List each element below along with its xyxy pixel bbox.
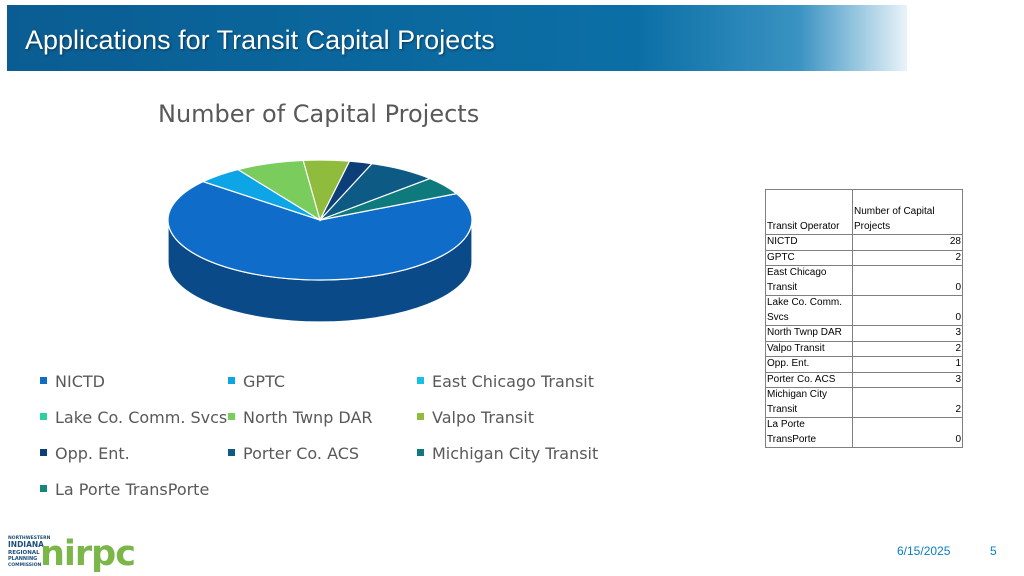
legend-swatch (40, 377, 47, 384)
legend-item: East Chicago Transit (417, 372, 594, 391)
legend-swatch (417, 413, 424, 420)
legend-item: Valpo Transit (417, 408, 534, 427)
legend-label: Lake Co. Comm. Svcs (55, 408, 228, 427)
logo-mark: nirpc (40, 534, 135, 573)
table-row: La Porte TransPorte 0 (765, 417, 963, 448)
table-cell-operator: Michigan City Transit (765, 387, 853, 418)
legend-item: Opp. Ent. (40, 444, 130, 463)
table-cell-count: 2 (852, 340, 963, 357)
legend-item: Lake Co. Comm. Svcs (40, 408, 227, 427)
legend-swatch (40, 449, 47, 456)
table-row: Michigan City Transit 2 (765, 387, 963, 418)
table-row: NICTD 28 (765, 234, 963, 251)
legend-item: Porter Co. ACS (228, 444, 359, 463)
pie-chart (167, 159, 473, 323)
table-cell-operator: Porter Co. ACS (765, 371, 853, 388)
legend-label: GPTC (243, 372, 286, 391)
table-cell-count: 0 (852, 295, 963, 326)
table-row: North Twnp DAR 3 (765, 325, 963, 342)
table-cell-count: 3 (852, 325, 963, 342)
legend-swatch (228, 413, 235, 420)
pie-slice (319, 177, 458, 221)
table-cell-operator: Valpo Transit (765, 340, 853, 357)
table-cell-operator: GPTC (765, 249, 853, 266)
operator-table: Transit Operator Number of Capital Proje… (765, 189, 963, 448)
slide-title: Applications for Transit Capital Project… (25, 25, 495, 55)
legend-label: Michigan City Transit (432, 444, 599, 463)
table-cell-count: 0 (852, 265, 963, 296)
slide-date: 6/15/2025 (897, 544, 951, 558)
legend-label: Opp. Ent. (55, 444, 130, 463)
title-bar: Applications for Transit Capital Project… (7, 5, 907, 71)
table-cell-count: 3 (852, 371, 963, 388)
table-cell-count: 0 (852, 417, 963, 448)
logo-small-text: NORTHWESTERN INDIANA REGIONAL PLANNING C… (8, 535, 51, 568)
slide-page-number: 5 (990, 544, 997, 558)
table-header-row: Transit Operator Number of Capital Proje… (765, 189, 963, 235)
logo-line-2: REGIONAL (8, 550, 40, 556)
legend-label: Valpo Transit (432, 408, 534, 427)
table-cell-operator: Lake Co. Comm. Svcs (765, 295, 853, 326)
table-row: Lake Co. Comm. Svcs 0 (765, 295, 963, 326)
table-cell-operator: NICTD (765, 234, 853, 251)
pie-slice (167, 180, 473, 281)
table-row: Opp. Ent. 1 (765, 356, 963, 373)
table-header-operator: Transit Operator (765, 189, 853, 235)
legend-swatch (228, 377, 235, 384)
legend-label: Porter Co. ACS (243, 444, 360, 463)
legend-swatch (228, 449, 235, 456)
legend-swatch (40, 413, 47, 420)
logo-line-0: NORTHWESTERN (8, 535, 51, 541)
table-cell-operator: La Porte TransPorte (765, 417, 853, 448)
table-cell-count: 2 (852, 387, 963, 418)
table-row: East Chicago Transit 0 (765, 265, 963, 296)
legend-label: NICTD (55, 372, 105, 391)
table-header-count: Number of Capital Projects (852, 189, 963, 235)
nirpc-logo: NORTHWESTERN INDIANA REGIONAL PLANNING C… (8, 534, 136, 573)
legend-swatch (417, 449, 424, 456)
legend-label: La Porte TransPorte (55, 480, 210, 499)
chart-legend: NICTD GPTC East Chicago Transit Lake Co. Co… (40, 372, 640, 512)
legend-swatch (40, 485, 47, 492)
table-cell-operator: North Twnp DAR (765, 325, 853, 342)
legend-swatch (417, 377, 424, 384)
logo-line-3: PLANNING (8, 556, 37, 562)
table-cell-operator: Opp. Ent. (765, 356, 853, 373)
legend-item: NICTD (40, 372, 105, 391)
legend-item: GPTC (228, 372, 285, 391)
table-cell-operator: East Chicago Transit (765, 265, 853, 296)
table-row: Porter Co. ACS 3 (765, 371, 963, 388)
legend-item: Michigan City Transit (417, 444, 598, 463)
table-cell-count: 28 (852, 234, 963, 251)
legend-item: North Twnp DAR (228, 408, 373, 427)
legend-item: La Porte TransPorte (40, 480, 209, 499)
legend-label: North Twnp DAR (243, 408, 373, 427)
chart-title: Number of Capital Projects (158, 100, 480, 128)
legend-label: East Chicago Transit (432, 372, 594, 391)
table-row: GPTC 2 (765, 249, 963, 266)
logo-line-4: COMMISSION (8, 562, 42, 568)
table-cell-count: 1 (852, 356, 963, 373)
table-cell-count: 2 (852, 249, 963, 266)
logo-line-1: INDIANA (8, 540, 44, 549)
table-row: Valpo Transit 2 (765, 340, 963, 357)
